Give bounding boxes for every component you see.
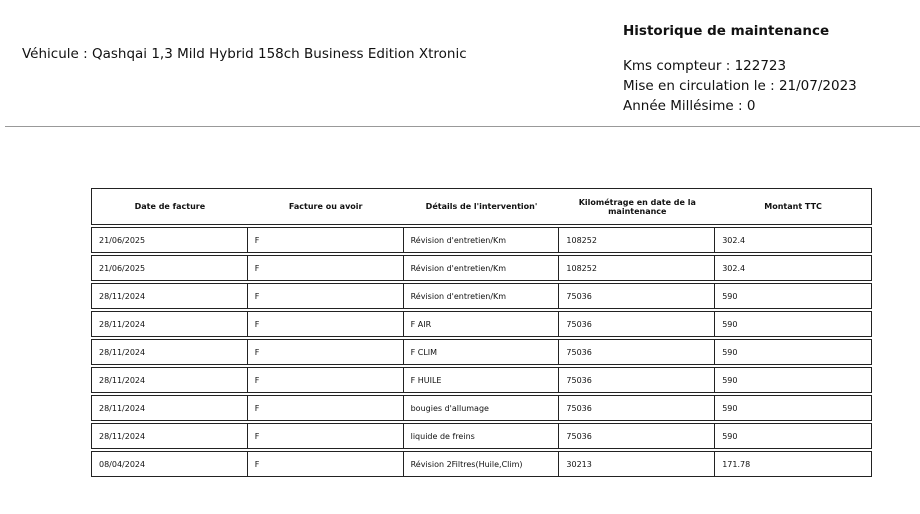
cell-mileage: 30213 <box>559 452 716 476</box>
header-date: Date de facture <box>134 202 206 211</box>
model-year: Année Millésime : 0 <box>623 98 756 114</box>
table-row: 08/04/2024 F Révision 2Filtres(Huile,Clim)… <box>91 451 872 477</box>
cell-amount: 590 <box>722 319 738 329</box>
cell-date: 28/11/2024 <box>92 396 248 420</box>
cell-mileage: 75036 <box>559 312 716 336</box>
history-title: Historique de maintenance <box>623 23 830 39</box>
cell-type: F <box>248 312 404 336</box>
cell-date: 28/11/2024 <box>92 424 248 448</box>
cell-type: F <box>248 452 404 476</box>
cell-details: Révision 2Filtres(Huile,Clim) <box>404 452 560 476</box>
divider <box>5 126 920 127</box>
cell-mileage: 108252 <box>559 228 716 252</box>
header-type: Facture ou avoir <box>288 202 363 211</box>
table-header: Date de facture Facture ou avoir Détails… <box>91 188 872 225</box>
cell-type: F <box>248 228 404 252</box>
table-row: 28/11/2024 F F HUILE 75036 590 <box>91 367 872 393</box>
cell-date: 08/04/2024 <box>92 452 248 476</box>
cell-amount: 590 <box>722 403 738 413</box>
cell-type: F <box>248 284 404 308</box>
cell-mileage: 75036 <box>559 368 716 392</box>
cell-mileage: 108252 <box>559 256 716 280</box>
cell-date: 28/11/2024 <box>92 368 248 392</box>
cell-amount: 590 <box>722 347 738 357</box>
cell-date: 21/06/2025 <box>92 256 248 280</box>
cell-type: F <box>248 340 404 364</box>
cell-type: F <box>248 424 404 448</box>
cell-mileage: 75036 <box>559 340 716 364</box>
cell-mileage: 75036 <box>559 424 716 448</box>
cell-details: F HUILE <box>404 368 560 392</box>
cell-mileage: 75036 <box>559 396 716 420</box>
cell-details: Révision d'entretien/Km <box>404 228 560 252</box>
cell-date: 28/11/2024 <box>92 312 248 336</box>
cell-amount: 590 <box>722 291 738 301</box>
cell-amount: 590 <box>722 375 738 385</box>
cell-details: Révision d'entretien/Km <box>404 256 560 280</box>
cell-details: bougies d'allumage <box>404 396 560 420</box>
odometer: Kms compteur : 122723 <box>623 58 787 74</box>
cell-details: F CLIM <box>404 340 560 364</box>
cell-amount: 171.78 <box>722 459 751 469</box>
cell-date: 28/11/2024 <box>92 340 248 364</box>
cell-date: 21/06/2025 <box>92 228 248 252</box>
cell-type: F <box>248 368 404 392</box>
registration-date: Mise en circulation le : 21/07/2023 <box>623 78 857 94</box>
header-amount: Montant TTC <box>764 202 822 211</box>
cell-details: F AIR <box>404 312 560 336</box>
cell-details: Révision d'entretien/Km <box>404 284 560 308</box>
vehicle-label: Véhicule : Qashqai 1,3 Mild Hybrid 158ch… <box>22 46 467 62</box>
cell-date: 28/11/2024 <box>92 284 248 308</box>
table-row: 28/11/2024 F Révision d'entretien/Km 75036 5… <box>91 283 872 309</box>
table-row: 21/06/2025 F Révision d'entretien/Km 108252… <box>91 255 872 281</box>
cell-amount: 302.4 <box>722 235 746 245</box>
header-mileage: Kilométrage en date de la maintenance <box>578 197 696 216</box>
maintenance-table: Date de facture Facture ou avoir Détails… <box>91 188 872 479</box>
cell-mileage: 75036 <box>559 284 716 308</box>
table-row: 28/11/2024 F F CLIM 75036 590 <box>91 339 872 365</box>
table-row: 21/06/2025 F Révision d'entretien/Km 108252… <box>91 227 872 253</box>
cell-details: liquide de freins <box>404 424 560 448</box>
cell-type: F <box>248 396 404 420</box>
header-details: Détails de l'intervention' <box>425 202 538 211</box>
cell-type: F <box>248 256 404 280</box>
cell-amount: 590 <box>722 431 738 441</box>
table-row: 28/11/2024 F F AIR 75036 590 <box>91 311 872 337</box>
cell-amount: 302.4 <box>722 263 746 273</box>
history-panel: Historique de maintenance Kms compteur :… <box>623 23 857 116</box>
